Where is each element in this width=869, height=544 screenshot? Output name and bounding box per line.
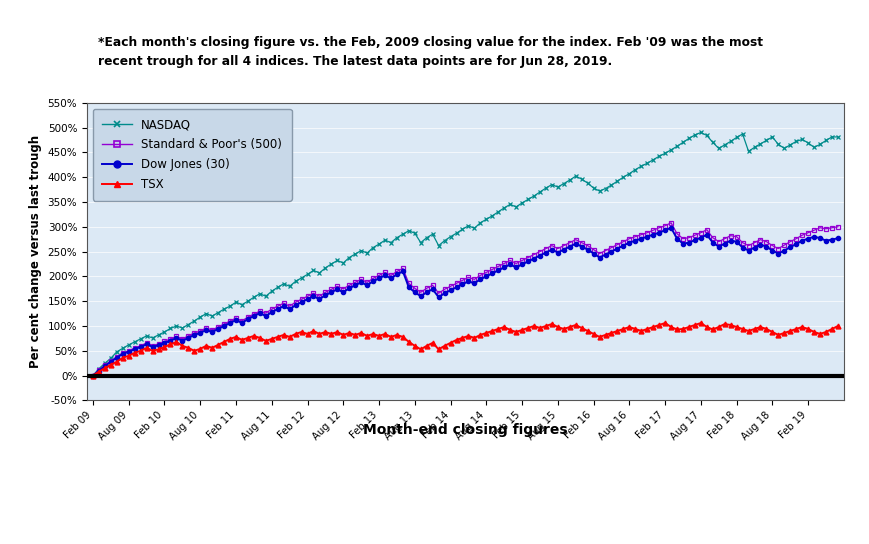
Dow Jones (30) [832,235,842,242]
Legend: NASDAQ, Standard & Poor's (500), Dow Jones (30), TSX: NASDAQ, Standard & Poor's (500), Dow Jon… [93,109,291,201]
Line: Dow Jones (30): Dow Jones (30) [90,226,839,378]
Standard & Poor's (500) [832,224,842,230]
Standard & Poor's (500) [546,242,556,249]
NASDAQ [278,281,289,287]
Standard & Poor's (500) [665,220,675,226]
Y-axis label: Per cent change versus last trough: Per cent change versus last trough [29,135,42,368]
NASDAQ [832,134,842,140]
NASDAQ [439,237,449,244]
Dow Jones (30) [136,344,146,350]
NASDAQ [695,129,706,136]
Text: *Each month's closing figure vs. the Feb, 2009 closing value for the index. Feb : *Each month's closing figure vs. the Feb… [98,36,762,69]
NASDAQ [546,181,556,188]
NASDAQ [528,193,539,199]
Standard & Poor's (500) [581,242,592,249]
TSX [832,323,842,329]
Dow Jones (30) [278,303,289,310]
Standard & Poor's (500) [278,300,289,306]
TSX [278,332,289,338]
TSX [88,372,98,379]
TSX [546,321,556,327]
TSX [528,323,539,329]
NASDAQ [581,180,592,187]
Standard & Poor's (500) [88,372,98,379]
Dow Jones (30) [546,246,556,253]
Text: Percentage increases of key stock market indices since their Feb 2009 troughs:
 : Percentage increases of key stock market… [102,476,653,508]
Standard & Poor's (500) [528,251,539,258]
TSX [136,348,146,354]
TSX [659,320,669,326]
Line: TSX: TSX [90,320,839,378]
Dow Jones (30) [528,255,539,262]
Line: NASDAQ: NASDAQ [90,130,839,378]
Dow Jones (30) [665,225,675,231]
TSX [581,327,592,334]
Standard & Poor's (500) [136,343,146,349]
Dow Jones (30) [88,372,98,379]
NASDAQ [88,372,98,379]
NASDAQ [136,336,146,342]
Standard & Poor's (500) [439,286,449,293]
Line: Standard & Poor's (500): Standard & Poor's (500) [90,220,839,378]
Dow Jones (30) [439,290,449,296]
TSX [439,343,449,349]
Dow Jones (30) [581,246,592,253]
Text: Month-end closing figures: Month-end closing figures [362,423,567,436]
